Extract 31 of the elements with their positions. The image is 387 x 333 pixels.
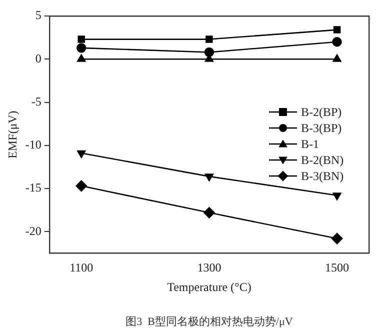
y-tick-label: 0 xyxy=(35,51,42,66)
caption: 图3 B型同名极的相对热电动势/μV xyxy=(126,315,293,328)
point xyxy=(333,26,341,34)
y-tick-label: 5 xyxy=(35,8,42,22)
legend-label: B-2(BP) xyxy=(301,105,342,120)
y-tick-label: -15 xyxy=(25,180,42,195)
point xyxy=(204,174,214,182)
legend-label: B-2(BN) xyxy=(301,153,344,168)
x-tick-label: 1300 xyxy=(197,260,222,275)
point xyxy=(204,47,214,58)
point xyxy=(332,54,342,62)
legend-label: B-1 xyxy=(301,137,319,152)
point xyxy=(77,54,86,62)
point xyxy=(332,37,342,47)
point xyxy=(77,150,86,158)
point xyxy=(76,43,86,53)
y-tick-label: -5 xyxy=(31,94,42,108)
legend-label: B-3(BP) xyxy=(301,121,342,136)
y-tick-label: -20 xyxy=(25,224,42,238)
y-tick-label: -10 xyxy=(25,138,42,152)
point xyxy=(204,207,215,218)
point xyxy=(331,232,343,244)
point xyxy=(76,180,88,192)
point xyxy=(78,36,85,43)
x-axis-title: Temperature (°C) xyxy=(167,280,252,294)
point xyxy=(206,36,213,43)
x-tick-label: 1100 xyxy=(70,260,94,275)
legend-label: B-3(BN) xyxy=(301,169,344,184)
point xyxy=(332,192,342,200)
y-axis-title: EMF(μV) xyxy=(5,110,20,158)
x-tick-label: 1500 xyxy=(325,260,350,275)
